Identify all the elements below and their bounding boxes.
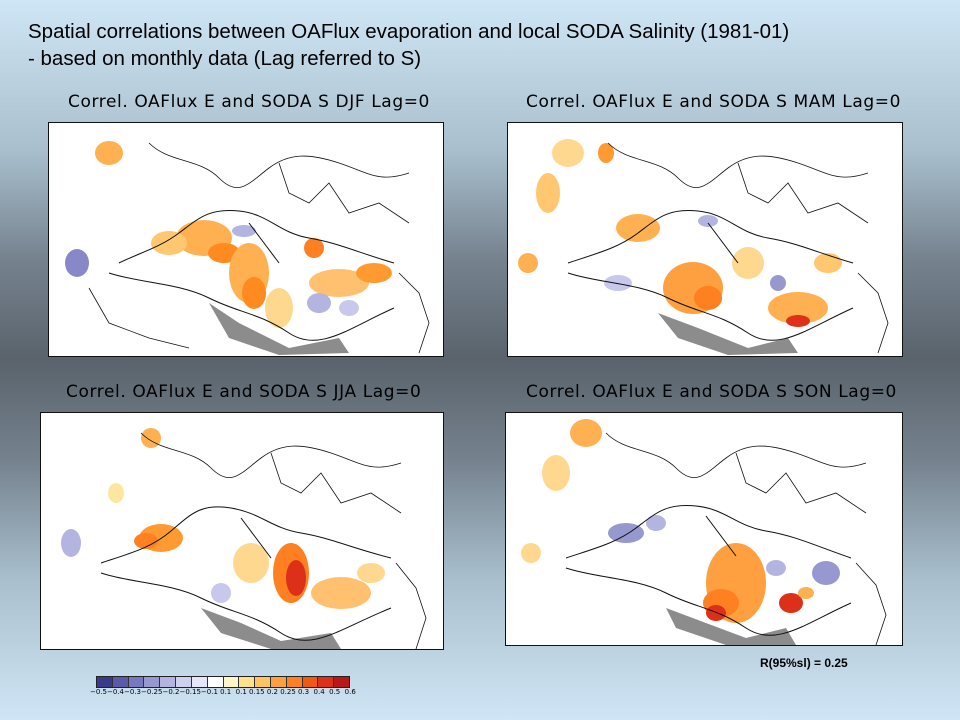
map-jja (40, 412, 444, 650)
colorbar-swatch (334, 677, 349, 687)
panel-title-mam: Correl. OAFlux E and SODA S MAM Lag=0 (526, 92, 902, 112)
colorbar-labels: −0.5 −0.4 −0.3 −0.25 −0.2 −0.15 −0.1 0.1 0.1 0.15… (90, 688, 358, 696)
colorbar-label: 0.6 (344, 688, 356, 696)
colorbar-swatch (286, 677, 303, 687)
colorbar-label: −0.15 (179, 688, 201, 696)
colorbar-label: 0.1 (220, 688, 232, 696)
colorbar-label: −0.3 (124, 688, 141, 696)
colorbar-swatch (191, 677, 208, 687)
title-line-2: - based on monthly data (Lag referred to… (28, 47, 422, 70)
colorbar-label: −0.5 (90, 688, 107, 696)
panel-title-jja: Correl. OAFlux E and SODA S JJA Lag=0 (66, 382, 422, 402)
colorbar-label: 0.25 (280, 688, 296, 696)
colorbar-swatch (176, 677, 192, 687)
colorbar-swatch (128, 677, 145, 687)
colorbar-swatch (144, 677, 161, 687)
colorbar-label: 0.3 (297, 688, 310, 696)
panel-title-son: Correl. OAFlux E and SODA S SON Lag=0 (526, 382, 897, 402)
colorbar-label: 0.4 (313, 688, 325, 696)
colorbar-swatch (160, 677, 177, 687)
colorbar-label: −0.4 (107, 688, 124, 696)
colorbar-swatch (270, 677, 287, 687)
colorbar-swatch (223, 677, 240, 687)
colorbar-label: 0.2 (266, 688, 278, 696)
colorbar-label: −0.2 (162, 688, 180, 696)
figure-title: Spatial correlations between OAFlux evap… (28, 18, 948, 72)
significance-label: R(95%sl) = 0.25 (760, 656, 848, 670)
colorbar-label: 0.1 (235, 688, 247, 696)
colorbar-label: 0.5 (329, 688, 341, 696)
colorbar-swatch (239, 677, 256, 687)
colorbar-swatch (97, 677, 113, 687)
colorbar-legend: −0.5 −0.4 −0.3 −0.25 −0.2 −0.15 −0.1 0.1 0.1 0.15… (90, 676, 365, 698)
colorbar-label: −0.25 (141, 688, 163, 696)
colorbar-swatch (255, 677, 271, 687)
colorbar-swatch (318, 677, 335, 687)
map-mam (507, 122, 903, 357)
map-son (505, 412, 903, 646)
colorbar-swatch (302, 677, 319, 687)
colorbar-swatch (207, 677, 224, 687)
map-djf (48, 122, 444, 357)
colorbar-label: −0.1 (200, 688, 218, 696)
panel-title-djf: Correl. OAFlux E and SODA S DJF Lag=0 (68, 92, 430, 112)
colorbar-label: 0.15 (249, 688, 265, 696)
colorbar-swatch (112, 677, 129, 687)
title-line-1: Spatial correlations between OAFlux evap… (28, 20, 790, 43)
colorbar-swatches (96, 676, 350, 688)
